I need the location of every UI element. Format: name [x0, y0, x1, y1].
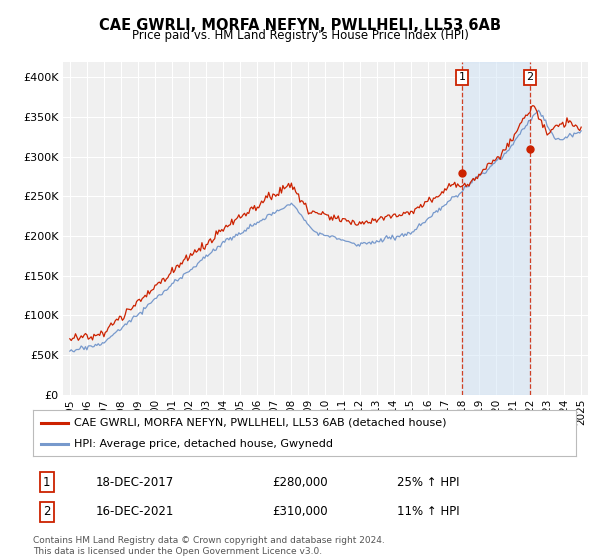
- Text: HPI: Average price, detached house, Gwynedd: HPI: Average price, detached house, Gwyn…: [74, 439, 333, 449]
- Text: £280,000: £280,000: [272, 475, 328, 489]
- Text: 1: 1: [43, 475, 50, 489]
- Text: CAE GWRLI, MORFA NEFYN, PWLLHELI, LL53 6AB (detached house): CAE GWRLI, MORFA NEFYN, PWLLHELI, LL53 6…: [74, 418, 446, 428]
- Text: CAE GWRLI, MORFA NEFYN, PWLLHELI, LL53 6AB: CAE GWRLI, MORFA NEFYN, PWLLHELI, LL53 6…: [99, 18, 501, 33]
- Text: 2: 2: [526, 72, 533, 82]
- Text: 18-DEC-2017: 18-DEC-2017: [95, 475, 173, 489]
- Text: Price paid vs. HM Land Registry's House Price Index (HPI): Price paid vs. HM Land Registry's House …: [131, 29, 469, 42]
- Text: 1: 1: [458, 72, 466, 82]
- Text: 11% ↑ HPI: 11% ↑ HPI: [397, 505, 460, 519]
- Text: £310,000: £310,000: [272, 505, 328, 519]
- Text: 2: 2: [43, 505, 50, 519]
- Text: 16-DEC-2021: 16-DEC-2021: [95, 505, 174, 519]
- Bar: [462, 62, 530, 395]
- Text: Contains HM Land Registry data © Crown copyright and database right 2024.
This d: Contains HM Land Registry data © Crown c…: [33, 536, 385, 556]
- Text: 25% ↑ HPI: 25% ↑ HPI: [397, 475, 460, 489]
